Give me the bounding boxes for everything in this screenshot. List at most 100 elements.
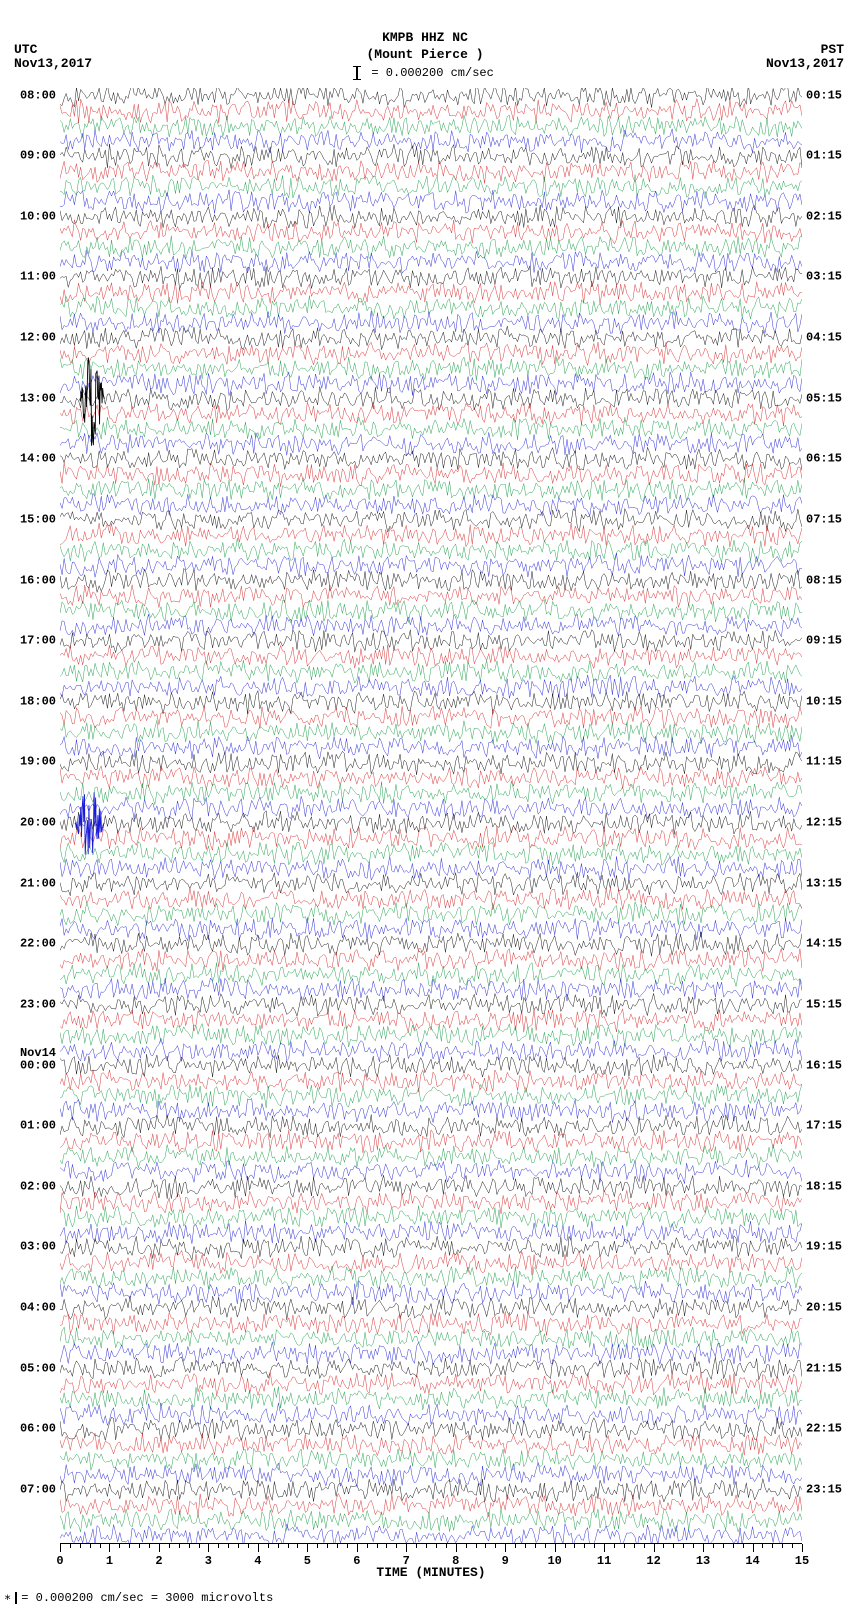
x-tick-label: 15 xyxy=(795,1554,809,1568)
x-tick-label: 6 xyxy=(353,1554,360,1568)
x-tick-minor xyxy=(337,1544,338,1548)
x-tick-minor xyxy=(574,1544,575,1548)
right-hour-label: 20:15 xyxy=(806,1302,842,1315)
x-axis-title: TIME (MINUTES) xyxy=(60,1565,802,1580)
right-hour-label: 16:15 xyxy=(806,1059,842,1072)
left-hour-label: 13:00 xyxy=(20,392,56,405)
right-hour-label: 00:15 xyxy=(806,89,842,102)
x-tick-minor xyxy=(634,1544,635,1548)
x-tick-major xyxy=(60,1544,61,1552)
x-tick-major xyxy=(109,1544,110,1552)
station-title: KMPB HHZ NC xyxy=(0,30,850,45)
x-tick-minor xyxy=(426,1544,427,1548)
x-tick-label: 10 xyxy=(547,1554,561,1568)
left-hour-label: 02:00 xyxy=(20,1181,56,1194)
footer-scale: ∗= 0.000200 cm/sec = 3000 microvolts xyxy=(4,1590,273,1605)
left-hour-label: 21:00 xyxy=(20,877,56,890)
x-tick-major xyxy=(703,1544,704,1552)
left-hour-label: 05:00 xyxy=(20,1362,56,1375)
x-tick-major xyxy=(357,1544,358,1552)
right-hour-label: 17:15 xyxy=(806,1120,842,1133)
x-tick-minor xyxy=(189,1544,190,1548)
x-tick-minor xyxy=(723,1544,724,1548)
x-tick-minor xyxy=(396,1544,397,1548)
x-tick-minor xyxy=(278,1544,279,1548)
x-tick-minor xyxy=(446,1544,447,1548)
scale-bar-icon xyxy=(356,66,358,80)
x-tick-label: 1 xyxy=(106,1554,113,1568)
right-hour-label: 03:15 xyxy=(806,271,842,284)
x-tick-minor xyxy=(268,1544,269,1548)
left-hour-label: 14:00 xyxy=(20,453,56,466)
x-tick-major xyxy=(258,1544,259,1552)
left-hour-label: 15:00 xyxy=(20,514,56,527)
x-tick-minor xyxy=(693,1544,694,1548)
x-tick-minor xyxy=(733,1544,734,1548)
x-tick-minor xyxy=(238,1544,239,1548)
right-hour-label: 22:15 xyxy=(806,1423,842,1436)
x-tick-minor xyxy=(317,1544,318,1548)
left-hour-label: 04:00 xyxy=(20,1302,56,1315)
left-hour-label: 18:00 xyxy=(20,696,56,709)
x-tick-major xyxy=(753,1544,754,1552)
x-tick-label: 13 xyxy=(696,1554,710,1568)
x-tick-minor xyxy=(297,1544,298,1548)
right-hour-label: 04:15 xyxy=(806,332,842,345)
x-tick-minor xyxy=(476,1544,477,1548)
x-tick-minor xyxy=(218,1544,219,1548)
x-tick-minor xyxy=(683,1544,684,1548)
x-tick-minor xyxy=(466,1544,467,1548)
left-hour-label: 09:00 xyxy=(20,150,56,163)
right-hour-label: 19:15 xyxy=(806,1241,842,1254)
right-hour-labels: 00:1501:1502:1503:1504:1505:1506:1507:15… xyxy=(804,88,850,1543)
x-tick-minor xyxy=(139,1544,140,1548)
scale-legend: = 0.000200 cm/sec xyxy=(0,66,850,80)
date-right-label: Nov13,2017 xyxy=(766,56,844,71)
x-tick-minor xyxy=(644,1544,645,1548)
x-tick-label: 0 xyxy=(56,1554,63,1568)
left-hour-label: 06:00 xyxy=(20,1423,56,1436)
x-tick-label: 7 xyxy=(403,1554,410,1568)
right-hour-label: 14:15 xyxy=(806,938,842,951)
x-tick-major xyxy=(505,1544,506,1552)
x-tick-minor xyxy=(288,1544,289,1548)
left-hour-label: 12:00 xyxy=(20,332,56,345)
x-tick-major xyxy=(159,1544,160,1552)
x-tick-minor xyxy=(80,1544,81,1548)
x-tick-minor xyxy=(743,1544,744,1548)
x-tick-minor xyxy=(485,1544,486,1548)
x-tick-minor xyxy=(624,1544,625,1548)
right-hour-label: 09:15 xyxy=(806,635,842,648)
x-tick-major xyxy=(802,1544,803,1552)
x-tick-label: 5 xyxy=(304,1554,311,1568)
left-hour-label: 22:00 xyxy=(20,938,56,951)
left-hour-label: 00:00 xyxy=(20,1059,56,1072)
x-tick-major xyxy=(406,1544,407,1552)
left-hour-label: 03:00 xyxy=(20,1241,56,1254)
left-hour-label: 11:00 xyxy=(20,271,56,284)
station-subtitle: (Mount Pierce ) xyxy=(0,47,850,62)
x-axis: 0123456789101112131415 TIME (MINUTES) xyxy=(60,1543,802,1571)
x-tick-minor xyxy=(70,1544,71,1548)
x-tick-minor xyxy=(129,1544,130,1548)
x-tick-minor xyxy=(228,1544,229,1548)
x-tick-minor xyxy=(584,1544,585,1548)
right-hour-label: 23:15 xyxy=(806,1484,842,1497)
right-hour-label: 15:15 xyxy=(806,999,842,1012)
right-hour-label: 21:15 xyxy=(806,1362,842,1375)
left-hour-label: 17:00 xyxy=(20,635,56,648)
right-hour-label: 01:15 xyxy=(806,150,842,163)
x-tick-minor xyxy=(416,1544,417,1548)
x-tick-minor xyxy=(169,1544,170,1548)
x-tick-minor xyxy=(515,1544,516,1548)
x-tick-minor xyxy=(762,1544,763,1548)
x-tick-label: 9 xyxy=(502,1554,509,1568)
x-tick-minor xyxy=(90,1544,91,1548)
x-tick-minor xyxy=(149,1544,150,1548)
right-hour-label: 05:15 xyxy=(806,392,842,405)
x-tick-minor xyxy=(782,1544,783,1548)
left-hour-label: 23:00 xyxy=(20,999,56,1012)
x-tick-minor xyxy=(347,1544,348,1548)
x-tick-minor xyxy=(119,1544,120,1548)
scale-label: = 0.000200 cm/sec xyxy=(371,66,493,80)
